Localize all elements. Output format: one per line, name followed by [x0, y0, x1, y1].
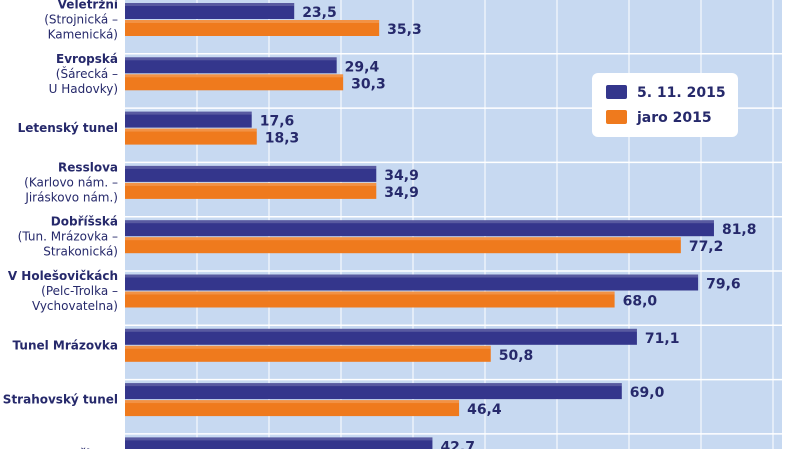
- bar-highlight: [125, 111, 252, 115]
- data-label-1-3: 34,9: [384, 168, 419, 184]
- category-sublabel: Strakonická): [43, 245, 118, 259]
- category-sublabel: Vychovatelna): [32, 299, 118, 313]
- bar-1-8: [125, 437, 433, 449]
- legend-box: [592, 73, 738, 137]
- category-sublabel: Jiráskovo nám.): [24, 190, 118, 204]
- bar-highlight: [125, 57, 337, 61]
- data-label-1-4: 81,8: [722, 222, 757, 238]
- legend-label-series-1: 5. 11. 2015: [637, 85, 726, 101]
- legend-label-series-2: jaro 2015: [636, 110, 712, 126]
- data-label-1-6: 71,1: [645, 331, 680, 347]
- category-sublabel: (Strojnická –: [44, 13, 118, 27]
- category-sublabel: Kamenická): [48, 28, 118, 42]
- bar-highlight: [125, 74, 344, 78]
- bar-highlight: [125, 345, 491, 349]
- category-sublabel: U Hadovky): [49, 82, 118, 96]
- bar-highlight: [125, 220, 714, 224]
- data-label-2-6: 50,8: [499, 348, 534, 364]
- bar-highlight: [125, 383, 622, 387]
- category-sublabel: (Tun. Mrázovka –: [18, 230, 118, 244]
- bars: 23,5 35,3 29,430,3 17,618,3 34,934,9 81,877,2…: [125, 3, 757, 449]
- data-label-2-3: 34,9: [384, 185, 419, 201]
- bar-1-6: [125, 328, 637, 345]
- bar-2-2: [125, 128, 257, 145]
- bar-2-3: [125, 182, 377, 199]
- data-label-2-1: 30,3: [351, 76, 386, 92]
- data-label-2-2: 18,3: [265, 131, 300, 147]
- bar-1-3: [125, 165, 377, 182]
- category-label: Veletržní: [58, 0, 119, 12]
- bar-highlight: [125, 237, 681, 241]
- category-sublabel: (Karlovo nám. –: [24, 175, 118, 189]
- data-label-2-0: 35,3: [387, 22, 422, 38]
- bar-highlight: [125, 291, 615, 295]
- bar-2-7: [125, 400, 460, 417]
- category-labels: Veletržní(Strojnická –Kamenická) Evropská…: [3, 0, 119, 449]
- bar-highlight: [125, 400, 460, 404]
- category-label: Tunel Mrázovka: [13, 338, 118, 352]
- bar-highlight: [125, 128, 257, 132]
- data-label-1-8: 42,7: [440, 439, 475, 449]
- category-label: Evropská: [56, 52, 118, 66]
- data-label-2-7: 46,4: [467, 402, 502, 418]
- bar-2-4: [125, 237, 681, 254]
- bar-1-5: [125, 274, 699, 291]
- data-label-2-4: 77,2: [689, 239, 724, 255]
- category-sublabel: (Pelc-Trolka –: [41, 284, 118, 298]
- category-label: Resslova: [58, 160, 118, 174]
- bar-1-0: [125, 3, 295, 19]
- bar-2-6: [125, 345, 491, 362]
- bar-highlight: [125, 328, 637, 332]
- category-label: Dobříšská: [51, 215, 118, 229]
- data-label-2-5: 68,0: [623, 294, 658, 310]
- data-label-1-7: 69,0: [630, 385, 665, 401]
- bar-2-5: [125, 291, 615, 308]
- bar-2-0: [125, 20, 380, 36]
- legend-swatch-series-2: [606, 110, 627, 124]
- bar-2-1: [125, 74, 344, 91]
- legend: 5. 11. 2015 jaro 2015: [592, 73, 738, 137]
- legend-swatch-series-1: [606, 85, 627, 99]
- bar-highlight: [125, 165, 377, 169]
- bar-highlight: [125, 182, 377, 186]
- bar-1-7: [125, 383, 622, 400]
- bar-highlight: [125, 437, 433, 441]
- data-label-1-2: 17,6: [260, 114, 295, 130]
- data-label-1-1: 29,4: [345, 59, 380, 75]
- data-label-1-5: 79,6: [706, 277, 741, 293]
- category-label: Patočkova: [49, 447, 119, 449]
- category-label: Strahovský tunel: [3, 393, 118, 407]
- bar-highlight: [125, 20, 380, 23]
- bar-1-1: [125, 57, 337, 74]
- data-label-1-0: 23,5: [302, 5, 337, 21]
- category-label: Letenský tunel: [18, 121, 118, 135]
- category-sublabel: (Šárecká –: [56, 66, 118, 81]
- bar-highlight: [125, 274, 699, 278]
- bar-highlight: [125, 3, 295, 6]
- bar-1-4: [125, 220, 714, 237]
- bar-1-2: [125, 111, 252, 128]
- category-label: V Holešovičkách: [8, 269, 118, 283]
